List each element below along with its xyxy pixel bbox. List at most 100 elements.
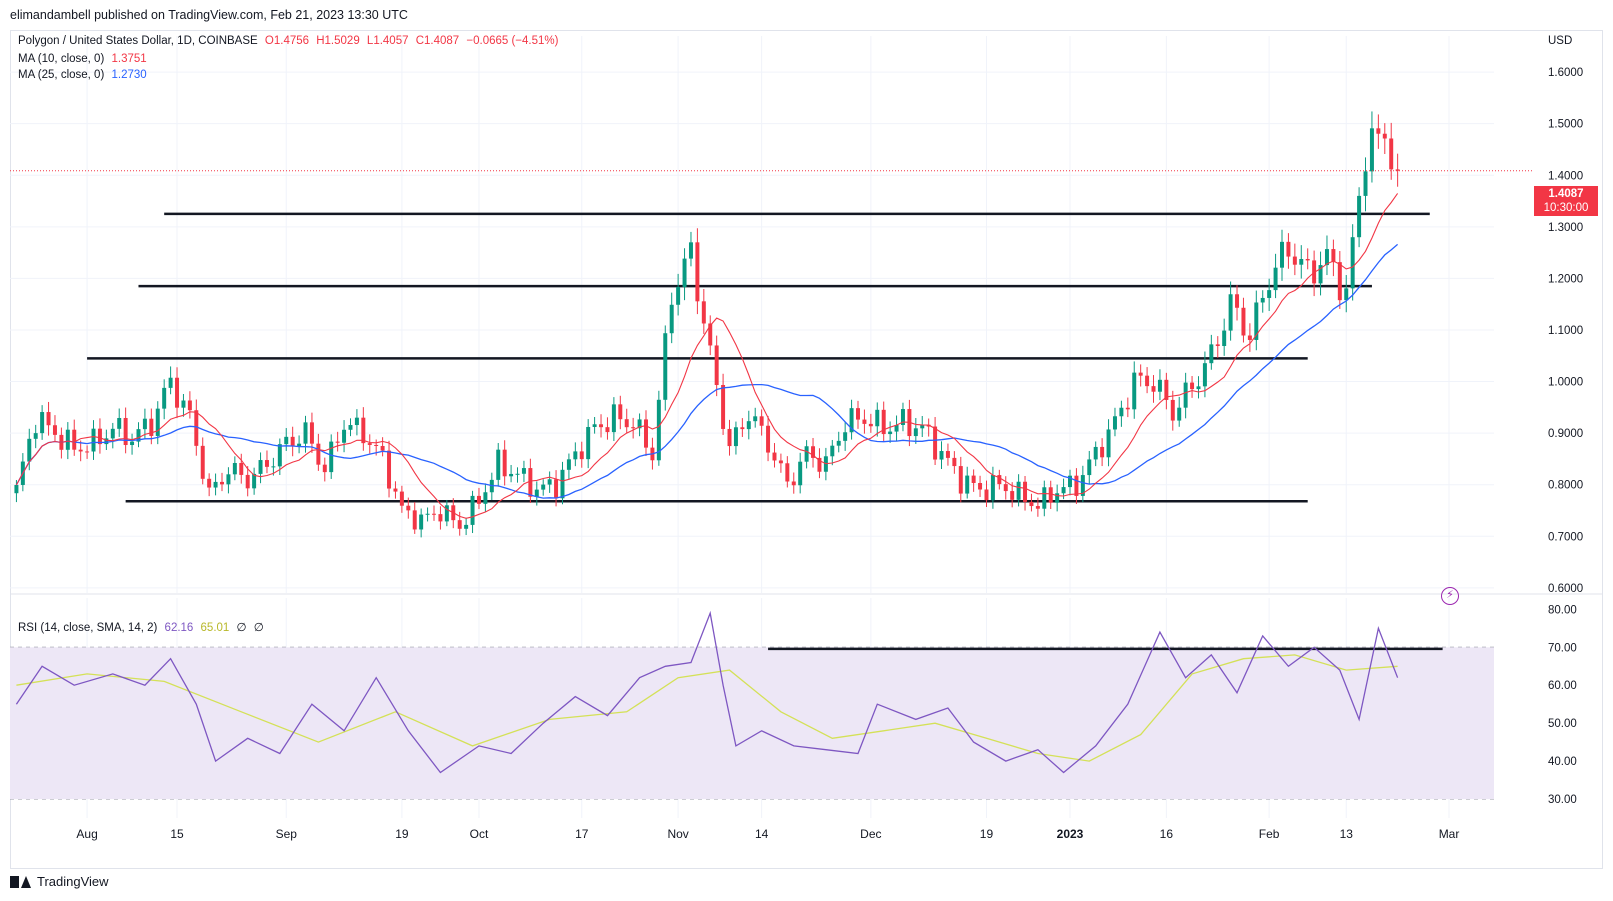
- candle-body: [669, 304, 674, 334]
- candle: [881, 401, 886, 442]
- flash-icon[interactable]: ⚡: [1441, 587, 1459, 605]
- candle: [663, 325, 668, 411]
- close-value: C1.4087: [415, 35, 460, 47]
- candle: [322, 457, 327, 482]
- candle: [804, 440, 809, 469]
- candle: [354, 409, 359, 436]
- time-tick-label: 16: [1160, 827, 1174, 841]
- candle: [258, 452, 263, 484]
- candle-body: [701, 301, 706, 324]
- candle: [579, 441, 584, 468]
- time-tick-label: Dec: [860, 827, 881, 841]
- candle-body: [162, 387, 167, 409]
- candle-body: [213, 481, 218, 488]
- candle-body: [1106, 429, 1111, 458]
- candle: [97, 418, 102, 454]
- candle: [1292, 243, 1297, 276]
- candle: [1138, 364, 1143, 387]
- candle-body: [830, 445, 835, 457]
- candle: [348, 418, 353, 437]
- candle: [605, 417, 610, 440]
- candle-body: [984, 489, 989, 501]
- candle: [952, 451, 957, 474]
- candle-body: [817, 457, 822, 472]
- candle: [387, 440, 392, 498]
- candle-body: [335, 441, 340, 443]
- candle: [380, 437, 385, 457]
- candle-body: [393, 488, 398, 492]
- candle-body: [1331, 249, 1336, 263]
- candle: [329, 434, 334, 479]
- candle: [817, 448, 822, 479]
- candle-body: [1138, 372, 1143, 376]
- candle: [913, 418, 918, 444]
- candle: [335, 431, 340, 452]
- rsi-legend[interactable]: RSI (14, close, SMA, 14, 2) 62.16 65.01 …: [18, 620, 268, 634]
- candle: [200, 437, 205, 485]
- support-resistance-lines: [87, 212, 1443, 651]
- candle-body: [888, 431, 893, 435]
- candle-body: [1112, 416, 1117, 430]
- candle-body: [1209, 344, 1214, 364]
- candle-body: [836, 440, 841, 446]
- candle: [676, 273, 681, 316]
- candle: [933, 417, 938, 466]
- candle-body: [1369, 128, 1374, 172]
- candle-body: [361, 417, 366, 444]
- candle-body: [1042, 487, 1047, 509]
- last-price-value: 1.4087: [1548, 188, 1584, 200]
- candle: [316, 433, 321, 471]
- candle-body: [329, 441, 334, 473]
- candle: [740, 418, 745, 437]
- rsi-sma-line: [16, 654, 1398, 762]
- candle: [624, 408, 629, 434]
- currency-label[interactable]: USD: [1548, 35, 1573, 47]
- candle-body: [27, 438, 32, 462]
- candle: [1337, 251, 1342, 309]
- ma25-legend[interactable]: MA (25, close, 0) 1.2730: [18, 69, 151, 81]
- candle: [444, 499, 449, 527]
- candle: [1273, 253, 1278, 299]
- last-price-badge: 1.4087 10:30:00: [1534, 186, 1598, 216]
- candle: [547, 471, 552, 493]
- candle-body: [1324, 249, 1329, 266]
- candle-body: [1087, 459, 1092, 476]
- ma10-legend[interactable]: MA (10, close, 0) 1.3751: [18, 53, 151, 65]
- candle-body: [1267, 290, 1272, 298]
- symbol-legend: Polygon / United States Dollar, 1D, COIN…: [18, 35, 562, 47]
- candle: [843, 422, 848, 451]
- candle-body: [592, 424, 597, 427]
- candle-body: [91, 428, 96, 452]
- candle: [515, 467, 520, 483]
- candle-body: [1151, 386, 1156, 392]
- price-tick-label: 1.0000: [1548, 377, 1583, 389]
- candle-body: [881, 409, 886, 435]
- candle: [502, 440, 507, 486]
- candle: [1376, 114, 1381, 149]
- candle: [631, 417, 636, 439]
- candle: [483, 483, 488, 513]
- candle: [534, 481, 539, 506]
- candle: [1145, 367, 1150, 394]
- candle: [1357, 187, 1362, 248]
- candle-body: [14, 484, 19, 494]
- time-tick-label: Mar: [1439, 827, 1460, 841]
- candle: [72, 419, 77, 456]
- candle: [181, 393, 186, 417]
- candle: [1363, 157, 1368, 212]
- candle-body: [1292, 256, 1297, 265]
- candle-body: [1190, 382, 1195, 390]
- candle-body: [714, 345, 719, 386]
- candle: [708, 315, 713, 356]
- candle-body: [40, 412, 45, 434]
- candle: [875, 402, 880, 437]
- candle-body: [387, 450, 392, 489]
- candle: [920, 416, 925, 437]
- price-tick-label: 1.5000: [1548, 119, 1583, 131]
- low-value: L1.4057: [366, 35, 409, 47]
- candle: [637, 413, 642, 437]
- candle: [361, 407, 366, 451]
- candle: [52, 415, 57, 443]
- candle-body: [900, 409, 905, 425]
